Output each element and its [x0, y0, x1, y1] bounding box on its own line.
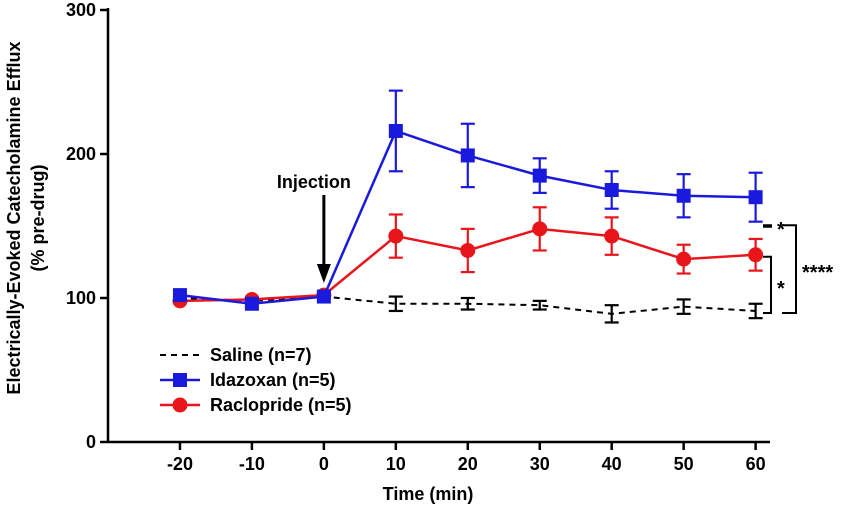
data-point [388, 123, 403, 138]
y-tick-label: 0 [86, 432, 96, 452]
x-axis-title: Time (min) [383, 484, 474, 504]
x-tick-label: 60 [746, 454, 766, 474]
x-tick-label: -20 [167, 454, 193, 474]
legend: Saline (n=7) Idazoxan (n=5) Raclopride (n=… [160, 345, 352, 415]
legend-label: Idazoxan (n=5) [210, 370, 336, 390]
series-raclopride [172, 206, 764, 309]
x-tick-label: 10 [386, 454, 406, 474]
data-point [172, 288, 187, 303]
error-bar [532, 299, 547, 311]
significance-bracket-rac-sal: * [763, 255, 785, 314]
data-point [532, 221, 548, 237]
y-tick-label: 100 [66, 288, 96, 308]
legend-item: Saline (n=7) [160, 345, 312, 365]
error-bar [748, 302, 763, 320]
y-axis-title: Electrically-Evoked Catecholamine Efflux [4, 41, 24, 394]
annotation-layer: Injection****** [277, 172, 833, 314]
legend-swatch-marker [172, 397, 188, 413]
legend-label: Raclopride (n=5) [210, 395, 352, 415]
significance-bracket-ida-rac: * [763, 219, 785, 241]
data-point [316, 289, 331, 304]
data-point [604, 228, 620, 244]
x-tick-label: 30 [530, 454, 550, 474]
data-point [532, 168, 547, 183]
x-tick-label: 0 [319, 454, 329, 474]
significance-bracket-ida-sal-line [782, 224, 797, 314]
data-point [748, 190, 763, 205]
legend-swatch-marker [173, 373, 187, 387]
injection-arrow-head [316, 264, 331, 283]
significance-bracket-rac-sal-line [763, 255, 772, 314]
data-point [460, 148, 475, 163]
data-point [388, 228, 404, 244]
error-bar [604, 304, 619, 324]
data-point [244, 296, 259, 311]
data-point [604, 183, 619, 197]
y-tick-label: 300 [66, 0, 96, 20]
data-point [748, 247, 764, 263]
x-tick-label: 40 [602, 454, 622, 474]
data-point [676, 188, 691, 203]
series-layer [172, 89, 764, 324]
x-tick-label: 50 [674, 454, 694, 474]
error-bar [676, 298, 691, 315]
significance-bracket-ida-sal-label: **** [802, 262, 833, 284]
x-tick-label: 20 [458, 454, 478, 474]
series-idazoxan [172, 89, 763, 311]
error-bar [460, 296, 475, 311]
significance-bracket-ida-rac-label: * [777, 219, 785, 241]
injection-label: Injection [277, 172, 351, 192]
significance-bracket-ida-rac-line [763, 224, 772, 228]
x-tick-label: -10 [239, 454, 265, 474]
data-point [676, 251, 692, 267]
data-point [460, 242, 476, 258]
legend-label: Saline (n=7) [210, 345, 312, 365]
significance-bracket-rac-sal-label: * [777, 278, 785, 300]
legend-item: Raclopride (n=5) [160, 395, 352, 415]
error-bar [388, 295, 403, 313]
series-saline [179, 295, 763, 324]
y-tick-label: 200 [66, 144, 96, 164]
significance-bracket-ida-sal: **** [782, 224, 833, 314]
axes: 0 100 200 300 -20 -10 0 10 20 30 40 50 60 [66, 0, 770, 474]
legend-item: Idazoxan (n=5) [160, 370, 336, 390]
y-axis-subtitle: (% pre-drug) [28, 165, 48, 272]
